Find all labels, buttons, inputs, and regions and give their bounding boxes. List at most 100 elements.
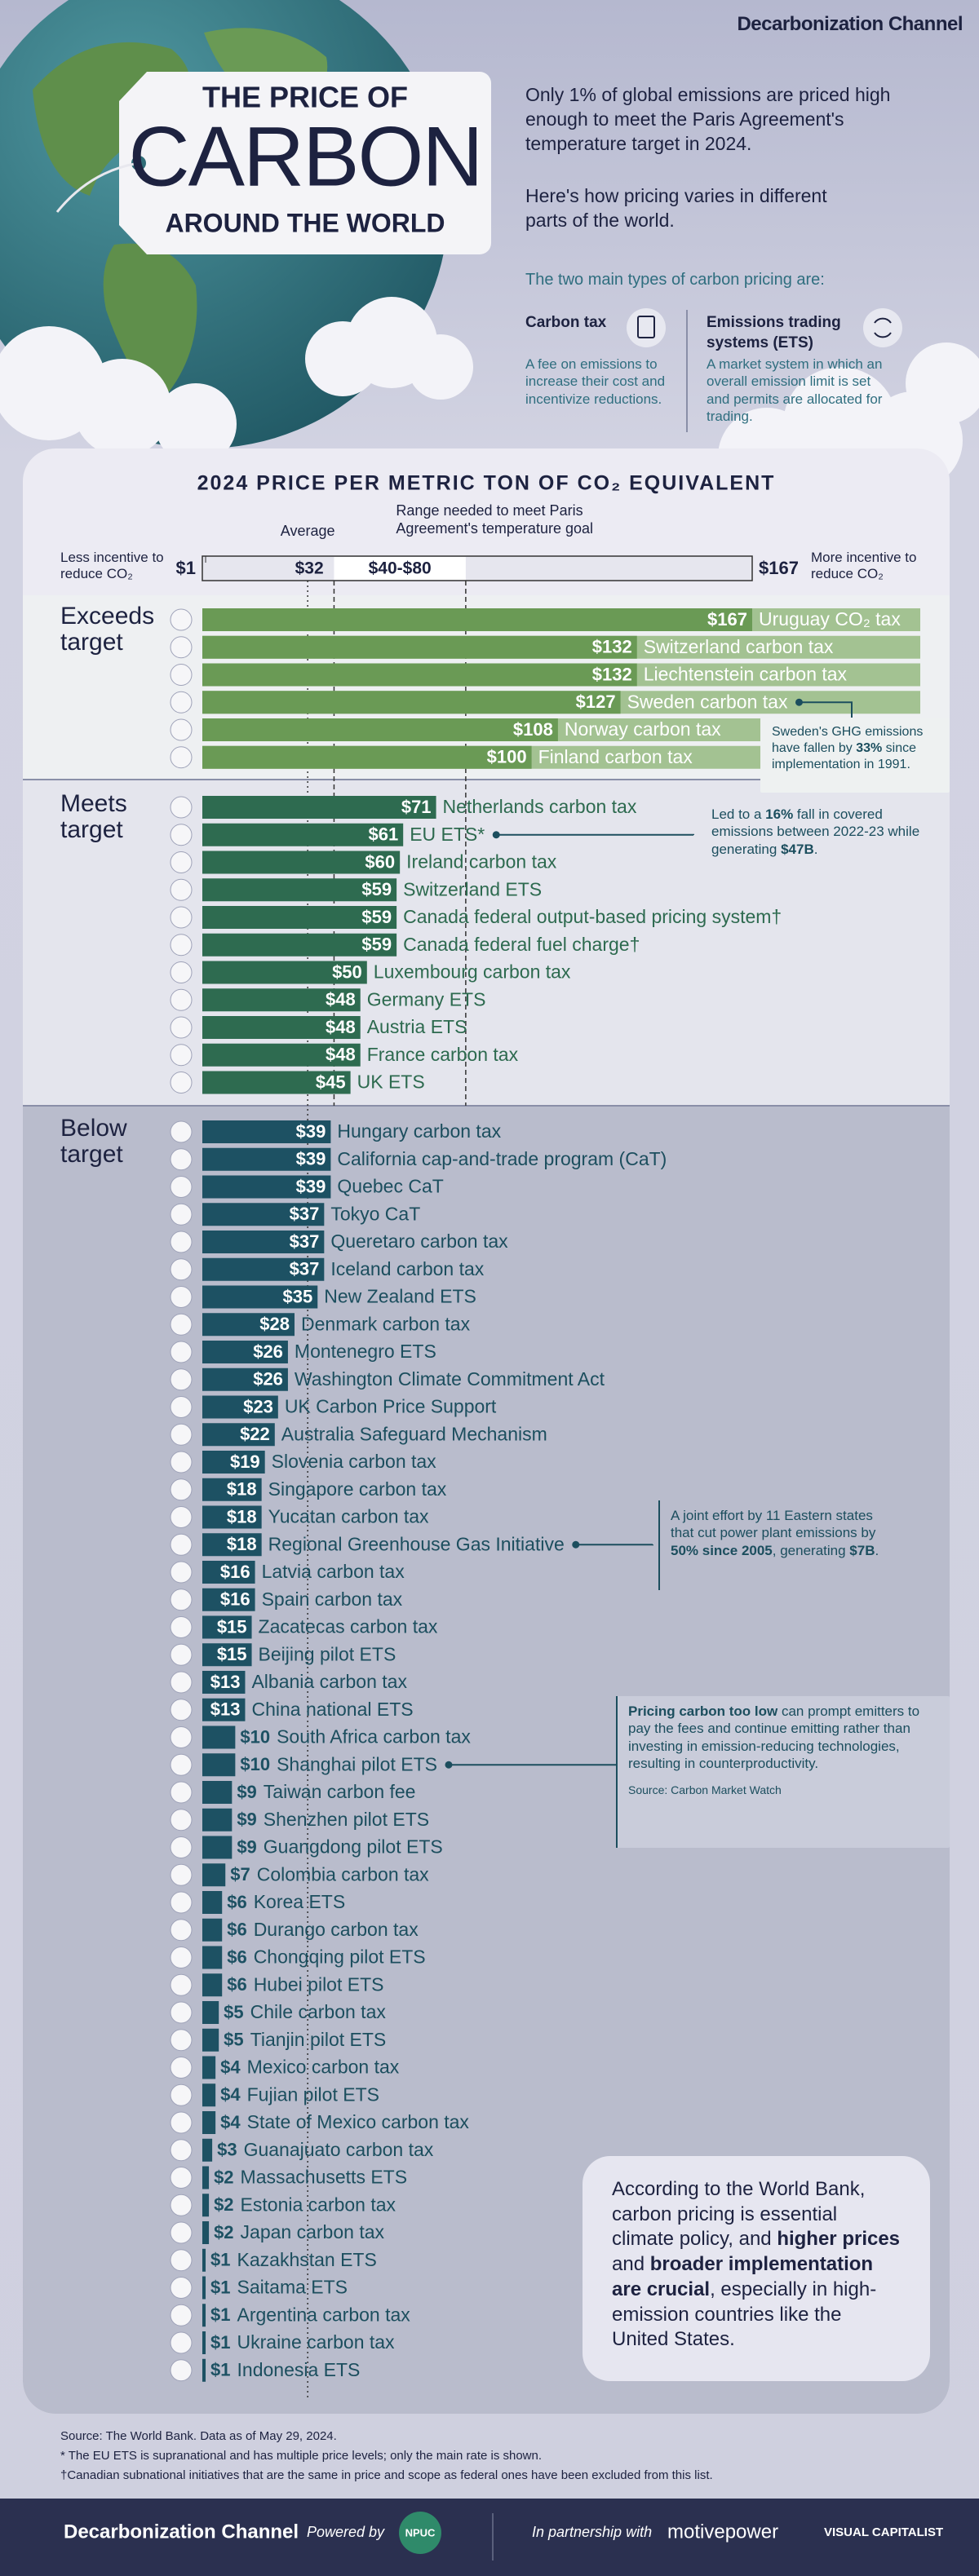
bar: [202, 1588, 255, 1611]
value-label: $26: [253, 1369, 283, 1390]
value-label: $48: [326, 1045, 356, 1065]
bar: [202, 851, 401, 874]
flag: [170, 851, 193, 873]
x-tick-label: $1: [176, 558, 196, 578]
value-label: $5: [224, 2030, 243, 2050]
flag: [170, 2057, 193, 2079]
flag: [170, 2194, 193, 2216]
flag: [170, 2221, 193, 2244]
category-label: Korea ETS: [254, 1891, 346, 1912]
flag: [170, 1946, 193, 1968]
bar: [202, 1368, 288, 1391]
flag: [170, 1891, 193, 1914]
annotation-text: .: [813, 841, 818, 857]
category-label: France carbon tax: [367, 1044, 519, 1065]
category-label: Switzerland ETS: [403, 878, 542, 899]
bar: [202, 691, 621, 714]
category-label: Canada federal fuel charge†: [403, 934, 640, 955]
flag: [170, 2331, 193, 2354]
flag: [170, 2249, 193, 2272]
value-label: $26: [253, 1341, 283, 1362]
flag: [170, 608, 193, 631]
flag: [170, 1120, 193, 1143]
annotation-emphasis: 16%: [765, 806, 794, 822]
annotation-emphasis: $47B: [781, 841, 814, 857]
flag: [170, 1973, 193, 1996]
value-label: $1: [210, 2332, 230, 2353]
type-description: A market system in which an overall emis…: [707, 356, 883, 424]
partnership: In partnership with: [532, 2524, 652, 2540]
type-description: A fee on emissions to increase their cos…: [525, 356, 666, 407]
annotation: Led to a 16% fall in covered emissions b…: [711, 806, 933, 858]
value-label: $127: [576, 691, 616, 712]
value-label: $1: [210, 2277, 230, 2297]
flag: [170, 1561, 193, 1584]
value-label: $9: [237, 1782, 256, 1802]
flag: [170, 2001, 193, 2024]
category-label: Austria ETS: [367, 1016, 467, 1037]
bar: [202, 1863, 226, 1887]
bar: [202, 1561, 255, 1584]
bar: [202, 878, 397, 902]
value-label: $48: [326, 1017, 356, 1037]
annotation-text: Sweden's GHG emissions have fallen by: [772, 725, 924, 755]
group-label: Exceeds target: [60, 603, 155, 656]
scale-right-label: More incentive to reduce CO₂: [811, 550, 917, 582]
category-label: Colombia carbon tax: [257, 1863, 429, 1885]
flag: [170, 961, 193, 983]
value-label: $45: [316, 1071, 346, 1092]
category-label: Australia Safeguard Mechanism: [281, 1423, 547, 1444]
value-label: $71: [401, 797, 432, 817]
flag: [170, 691, 193, 714]
bar: [202, 1043, 361, 1067]
group-label: Meets target: [60, 790, 127, 843]
title-top: THE PRICE OF: [202, 81, 408, 114]
bar: [202, 1698, 246, 1721]
bar: [202, 1147, 331, 1171]
category-label: Montenegro ETS: [295, 1341, 436, 1362]
value-label: $9: [237, 1809, 256, 1830]
category-label: Guangdong pilot ETS: [264, 1836, 443, 1858]
annotation-text: , especially in high-emission countries …: [612, 2278, 877, 2351]
category-label: Slovenia carbon tax: [272, 1451, 437, 1472]
powered-logo: NPUC: [405, 2526, 436, 2538]
average-label: $32: [295, 559, 324, 578]
partner: VISUAL CAPITALIST: [824, 2525, 943, 2539]
bar: [202, 2001, 219, 2024]
flag: [170, 1753, 193, 1776]
annotation-text: can prompt emitters to pay the fees and …: [628, 1703, 920, 1771]
category-label: Liechtenstein carbon tax: [644, 664, 848, 685]
annotation-text: since implementation in 1991.: [772, 741, 917, 771]
value-label: $37: [290, 1204, 320, 1224]
annotation-emphasis: $7B: [849, 1542, 875, 1558]
types-lead: The two main types of carbon pricing are…: [525, 271, 825, 289]
flag: [170, 1863, 193, 1886]
category-label: Queretaro carbon tax: [330, 1231, 508, 1252]
value-label: $6: [227, 1892, 246, 1912]
category-label: UK Carbon Price Support: [285, 1396, 497, 1417]
bar: [202, 1120, 331, 1143]
value-label: $3: [217, 2140, 237, 2160]
value-label: $18: [227, 1534, 257, 1554]
value-label: $6: [227, 1974, 246, 1995]
bar: [202, 1423, 275, 1447]
bar: [202, 2276, 206, 2300]
value-label: $108: [513, 719, 553, 740]
value-label: $9: [237, 1836, 256, 1857]
value-label: $50: [332, 961, 362, 982]
category-label: Durango carbon tax: [254, 1919, 419, 1940]
category-label: Hungary carbon tax: [337, 1120, 501, 1142]
flag: [170, 1671, 193, 1694]
scale-bar: [202, 555, 753, 581]
intro: Only 1% of global emissions are priced h…: [525, 84, 891, 154]
bar: [202, 663, 637, 687]
flag: [170, 2304, 193, 2326]
value-label: $61: [368, 824, 398, 845]
value-label: $22: [240, 1424, 270, 1444]
category-label: Estonia carbon tax: [241, 2194, 396, 2215]
flag: [170, 878, 193, 901]
footer-bar: [0, 2499, 979, 2576]
category-label: Albania carbon tax: [251, 1671, 407, 1692]
range-label: $40-$80: [369, 559, 432, 578]
flag: [170, 1919, 193, 1942]
